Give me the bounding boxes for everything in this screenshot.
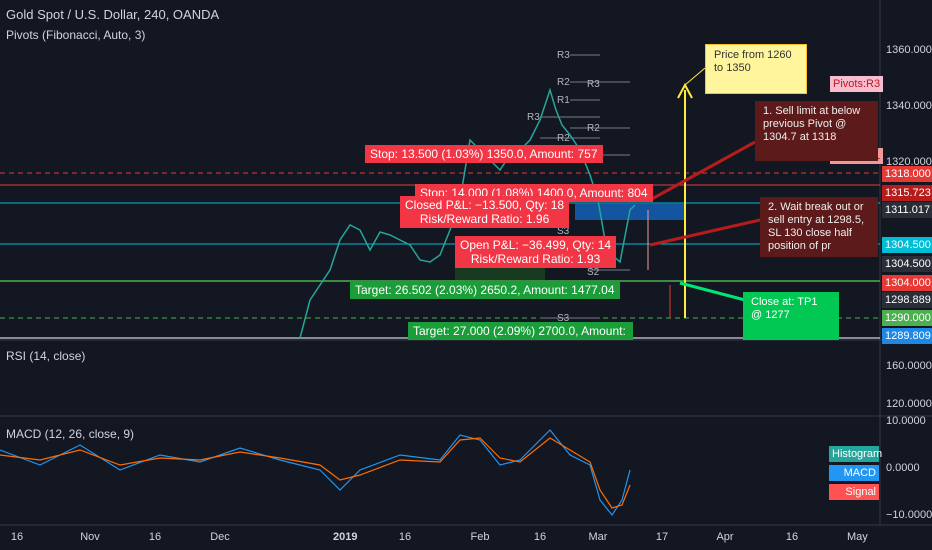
text-line: Risk/Reward Ratio: 1.93 [470, 252, 601, 266]
time-tick: Feb [470, 531, 490, 543]
macd-tick: 10.0000 [886, 415, 926, 427]
pivot-label: R3 [557, 50, 570, 61]
macd-line [0, 429, 631, 517]
target-label: Target: 26.502 (2.03%) 2650.2, Amount: 1… [350, 281, 620, 299]
text-line: Risk/Reward Ratio: 1.96 [419, 212, 550, 226]
time-tick: 17 [655, 531, 669, 543]
price-tick: 1360.000 [886, 44, 932, 56]
time-tick: 2019 [333, 531, 358, 543]
time-tick: Dec [210, 531, 230, 543]
pivot-label: R2 [587, 123, 600, 134]
callout-line [649, 140, 756, 202]
stop-label: Stop: 13.500 (1.03%) 1350.0, Amount: 757 [365, 145, 603, 163]
time-tick: Mar [588, 531, 608, 543]
price-tick: 1340.000 [886, 100, 932, 112]
target-label: Target: 27.000 (2.09%) 2700.0, Amount: [408, 322, 633, 340]
macd-tick: −10.0000 [886, 509, 932, 521]
time-tick: 16 [533, 531, 547, 543]
price-badge: 1304.500 [882, 256, 932, 272]
price-badge: 1290.000 [882, 310, 932, 326]
price-badge: 1315.723 [882, 185, 932, 201]
pivot-label: S2 [587, 267, 600, 278]
price-badge: 1304.500 [882, 237, 932, 253]
macd-tick: 0.0000 [886, 462, 920, 474]
pivot-label: R2 [557, 77, 570, 88]
note: Close at: TP1 @ 1277 [743, 292, 839, 340]
time-tick: 16 [148, 531, 162, 543]
callout-line [649, 218, 761, 247]
pivot-label: S3 [557, 313, 570, 324]
price-badge: 1298.889 [882, 292, 932, 308]
note: Price from 1260 to 1350 [705, 44, 807, 94]
indicator-title: Pivots (Fibonacci, Auto, 3) [6, 28, 146, 42]
macd-legend: Histogram [829, 446, 882, 462]
time-tick: 16 [398, 531, 412, 543]
macd-legend: Signal [829, 484, 879, 500]
time-tick: Nov [80, 531, 100, 543]
open-pnl: Open P&L: −36.499, Qty: 14 Risk/Reward Ra… [455, 236, 617, 268]
text-line: Closed P&L: −13.500, Qty: 18 [405, 198, 565, 212]
closed-pnl: Closed P&L: −13.500, Qty: 18 Risk/Reward … [400, 196, 570, 228]
callout-line [684, 67, 706, 86]
pane-title: RSI (14, close) [6, 349, 86, 363]
macd-legend: MACD [829, 465, 879, 481]
time-tick: May [847, 531, 868, 543]
price-badge: 1304.000 [882, 275, 932, 291]
note: 2. Wait break out or sell entry at 1298.… [760, 197, 878, 257]
signal-line [0, 437, 631, 509]
pivot-label: R2 [557, 133, 570, 144]
text-line: Open P&L: −36.499, Qty: 14 [460, 238, 612, 252]
price-badge: 1318.000 [882, 166, 932, 182]
pane-title: MACD (12, 26, close, 9) [6, 427, 135, 441]
pivot-tag: Pivots:R3 [830, 76, 884, 92]
time-tick: 16 [785, 531, 799, 543]
pivot-label: S3 [557, 226, 570, 237]
pivot-label: R1 [557, 95, 570, 106]
rsi-tick: 160.0000 [886, 360, 932, 372]
time-tick: Apr [716, 531, 734, 543]
chart-title: Gold Spot / U.S. Dollar, 240, OANDA [6, 7, 220, 22]
rsi-tick: 120.0000 [886, 398, 932, 410]
price-badge: 1289.809 [882, 328, 932, 344]
callout-line [679, 281, 746, 302]
note: 1. Sell limit at below previous Pivot @ … [755, 101, 878, 161]
pivot-label: R3 [527, 112, 540, 123]
pivot-label: R3 [587, 79, 600, 90]
price-badge: 1311.017 [882, 202, 932, 218]
price-tick: 1320.000 [886, 156, 932, 168]
time-tick: 16 [10, 531, 24, 543]
